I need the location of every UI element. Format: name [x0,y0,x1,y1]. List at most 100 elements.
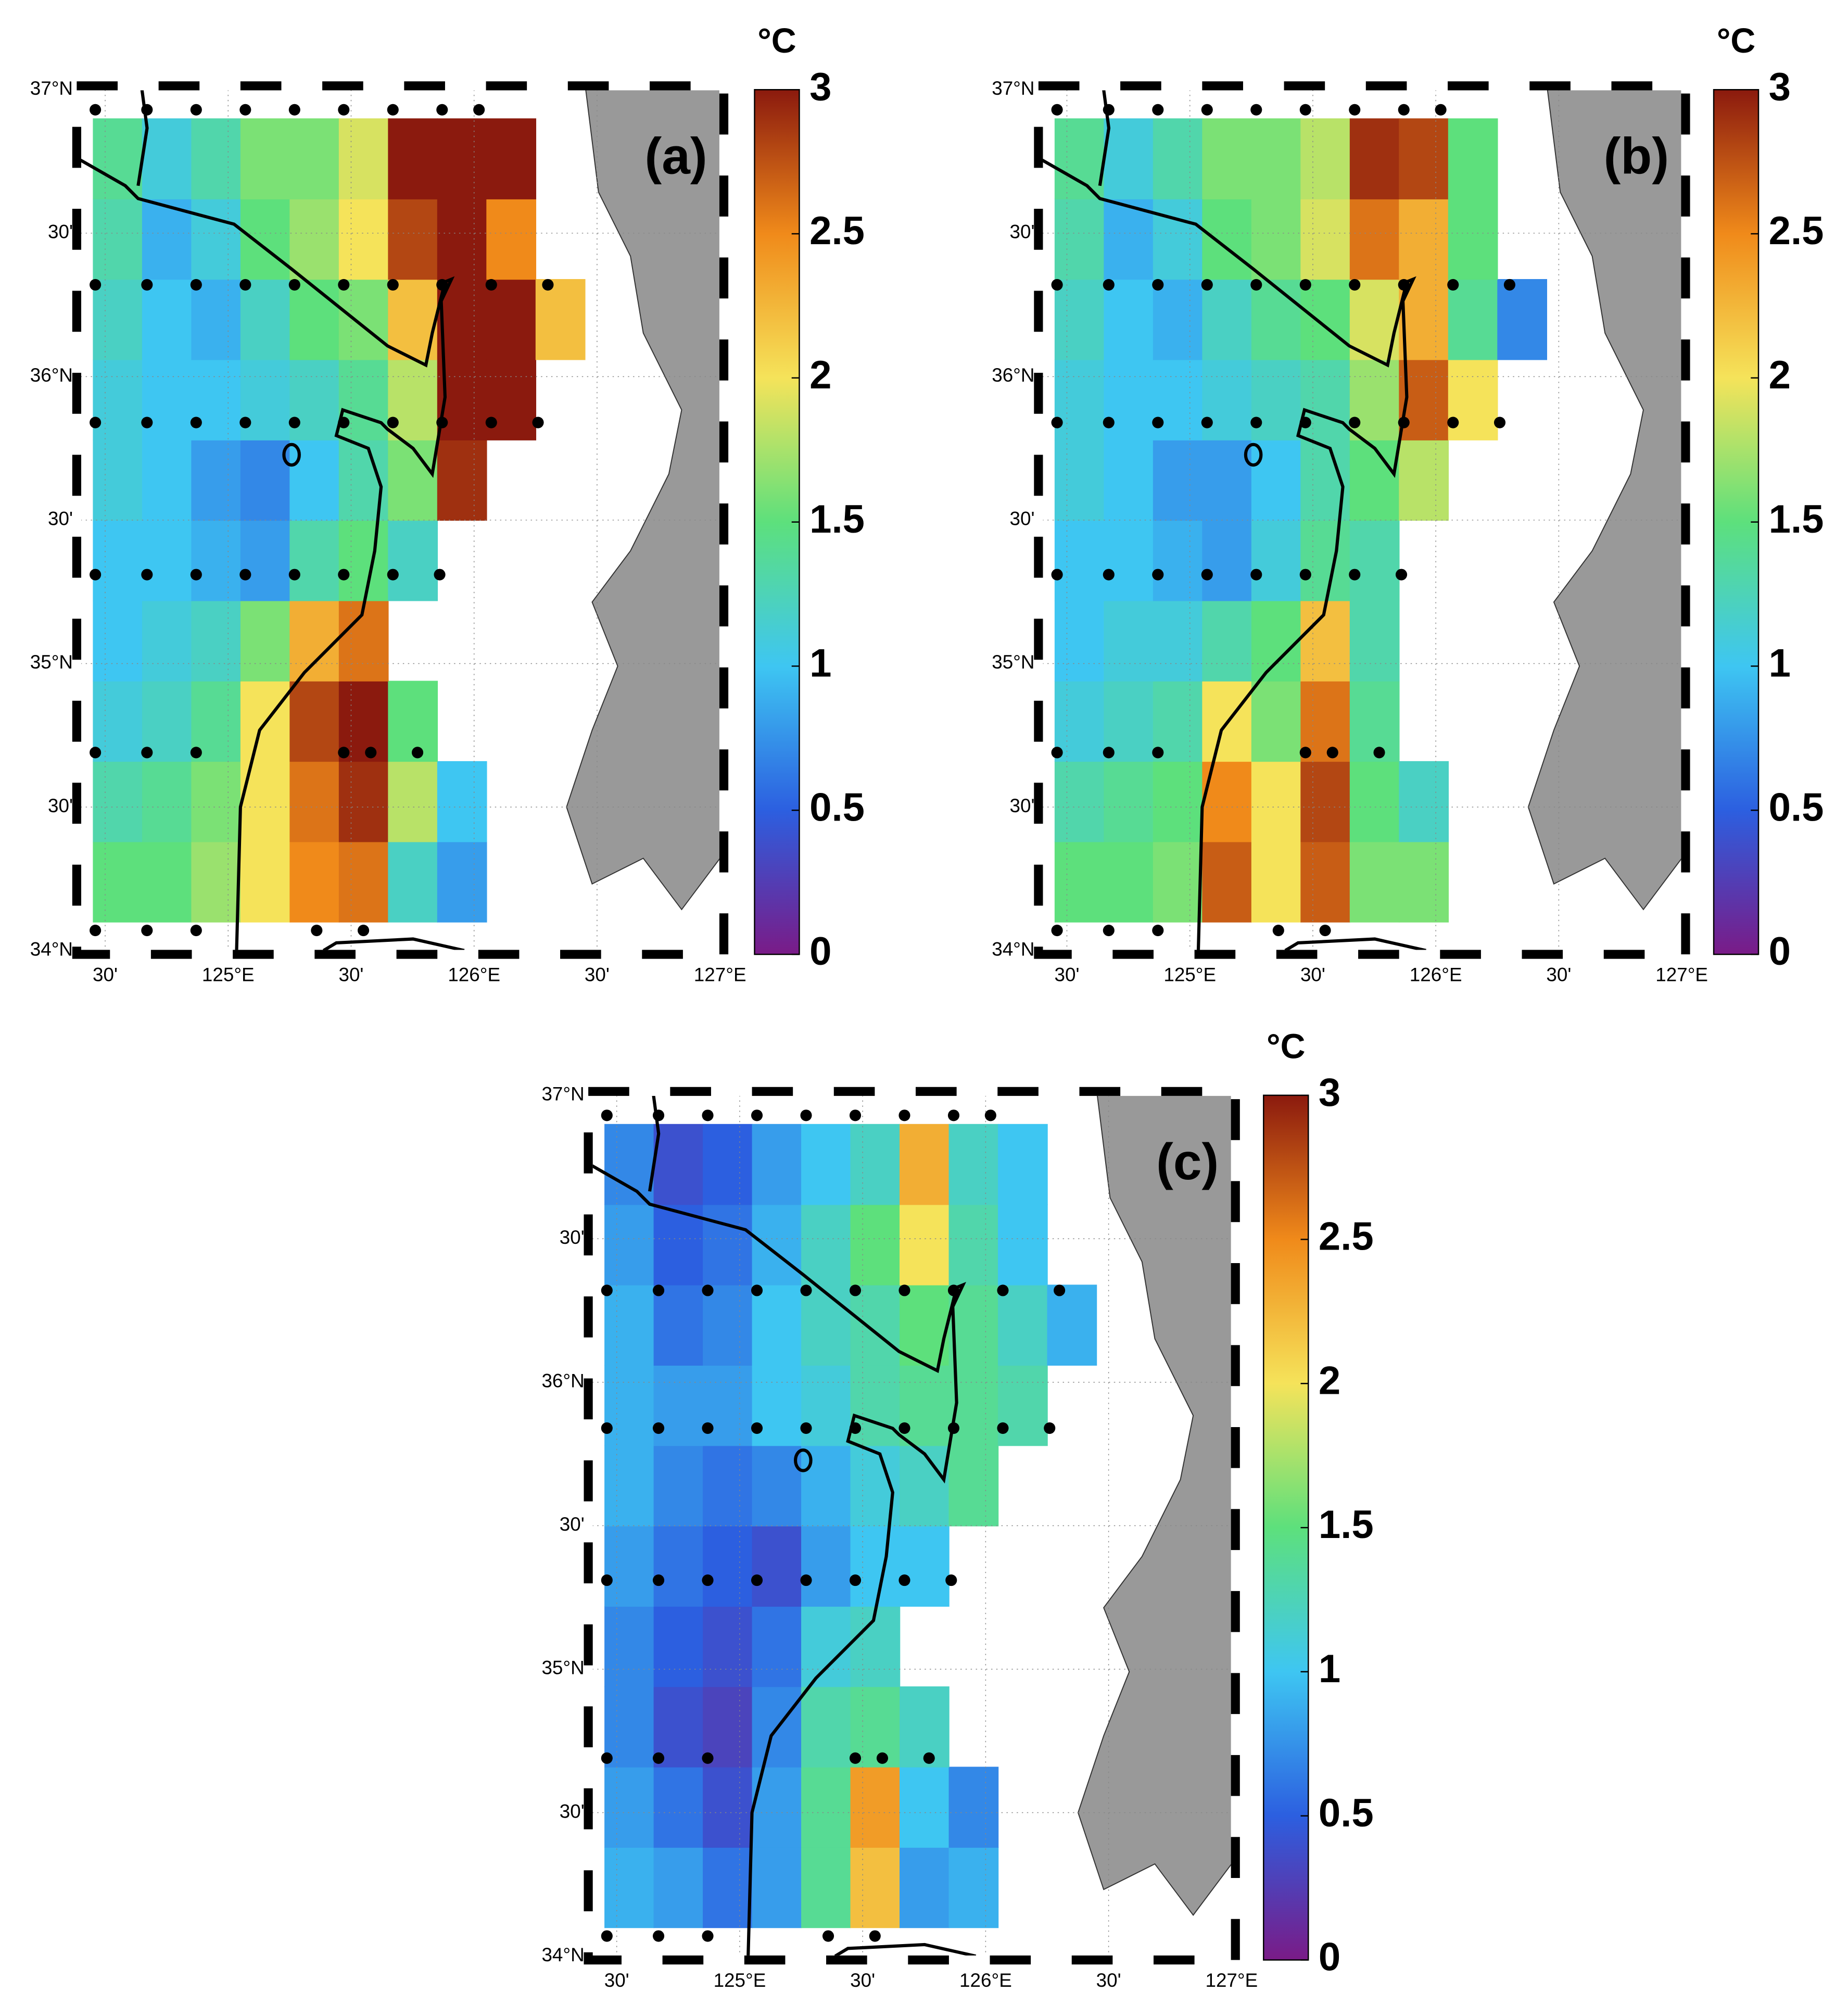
station [1349,279,1361,291]
temperature-cell [1251,118,1301,199]
temperature-cell [1497,279,1548,360]
temperature-cell [1054,761,1105,842]
temperature-cell [142,841,192,923]
station [141,747,153,759]
temperature-cell [1300,520,1351,601]
map-frame [584,1087,1240,1965]
lon-label: 30' [1054,964,1079,986]
temperature-cell [93,198,143,280]
station [190,925,202,937]
temperature-cell [1054,198,1105,280]
lat-label: 30' [48,795,73,816]
temperature-cell [1054,680,1105,762]
lat-label: 30' [1009,221,1034,243]
temperature-cell [1349,439,1400,521]
temperature-cell [1153,359,1203,440]
temperature-cell [1202,841,1252,923]
station [1349,104,1361,116]
station [1152,747,1164,759]
temperature-cell [388,359,438,440]
lon-label: 30' [1546,964,1571,986]
temperature-cell [1399,761,1449,842]
colorbar-tick-label: 1 [809,641,831,686]
temperature-cell [1153,439,1203,521]
lon-label: 125°E [202,964,255,986]
station [800,1574,812,1586]
temperature-cell [1300,439,1351,521]
station [532,417,544,428]
temperature-cell [191,761,242,842]
station [898,1574,910,1586]
temperature-cell [1349,680,1400,762]
temperature-cell [900,1124,950,1205]
temperature-cell [289,359,340,440]
colorbar-tick-label: 2 [809,353,831,397]
temperature-cell [752,1365,802,1446]
temperature-cell [1300,359,1351,440]
temperature-cell [1153,520,1203,601]
station [190,417,202,428]
colorbar-tick-label: 0 [809,929,831,974]
temperature-cell [338,118,389,199]
lon-label: 126°E [448,964,500,986]
temperature-cell [338,279,389,360]
lat-label: 30' [560,1514,585,1535]
station [387,417,399,428]
temperature-cell [1300,198,1351,280]
temperature-cell [703,1445,753,1527]
temperature-cell [289,680,340,762]
temperature-cell [653,1445,704,1527]
temperature-cell [752,1606,802,1687]
station [411,747,424,759]
station [1152,279,1164,291]
temperature-cell [1104,118,1154,199]
station [898,1110,910,1121]
colorbar-tick-label: 1.5 [1769,497,1824,541]
map-panel: 34°N 30' 35°N 30' 36°N 30' 37°N 30' 125°E 30' 126°… [541,1083,1258,1991]
temperature-cell [801,1204,851,1285]
colorbar-tick-label: 0.5 [1769,785,1824,829]
station [239,279,251,291]
temperature-cell [1202,520,1252,601]
temperature-cell [801,1525,851,1607]
station [1103,925,1115,937]
temperature-cell [93,520,143,601]
station [702,1284,714,1296]
temperature-cell [604,1525,654,1607]
temperature-cell [93,439,143,521]
colorbar-tick-label: 2 [1769,353,1791,397]
lat-label: 36°N [30,364,73,386]
lon-label: 30' [1300,964,1325,986]
temperature-cell [486,279,537,360]
station [1103,417,1115,428]
temperature-cell [604,1847,654,1928]
temperature-cell [338,520,389,601]
colorbar-tick-label: 3 [809,65,831,109]
station [190,104,202,116]
lat-label: 30' [48,508,73,529]
temperature-cell [437,761,487,842]
temperature-cell [900,1525,950,1607]
temperature-cell [850,1204,901,1285]
temperature-cell [801,1284,851,1366]
temperature-cell [191,279,242,360]
temperature-cell [948,1847,999,1928]
temperature-cell [191,439,242,521]
map-panel: 34°N 30' 35°N 30' 36°N 30' 37°N 30' 125°E 30' 126°… [30,78,746,986]
temperature-cell [900,1365,950,1446]
station [239,417,251,428]
lat-label: 35°N [992,651,1034,673]
lon-label: 30' [93,964,118,986]
temperature-cell [1349,118,1400,199]
colorbar-tick-label: 2 [1319,1358,1340,1403]
station [1398,417,1410,428]
station [984,1110,996,1121]
colorbar-unit: °C [757,22,796,60]
temperature-cell [1054,841,1105,923]
station [473,104,485,116]
temperature-cell [801,1606,851,1687]
lon-label: 30' [585,964,610,986]
station [1201,104,1213,116]
temperature-cell [604,1365,654,1446]
temperature-cell [1054,359,1105,440]
